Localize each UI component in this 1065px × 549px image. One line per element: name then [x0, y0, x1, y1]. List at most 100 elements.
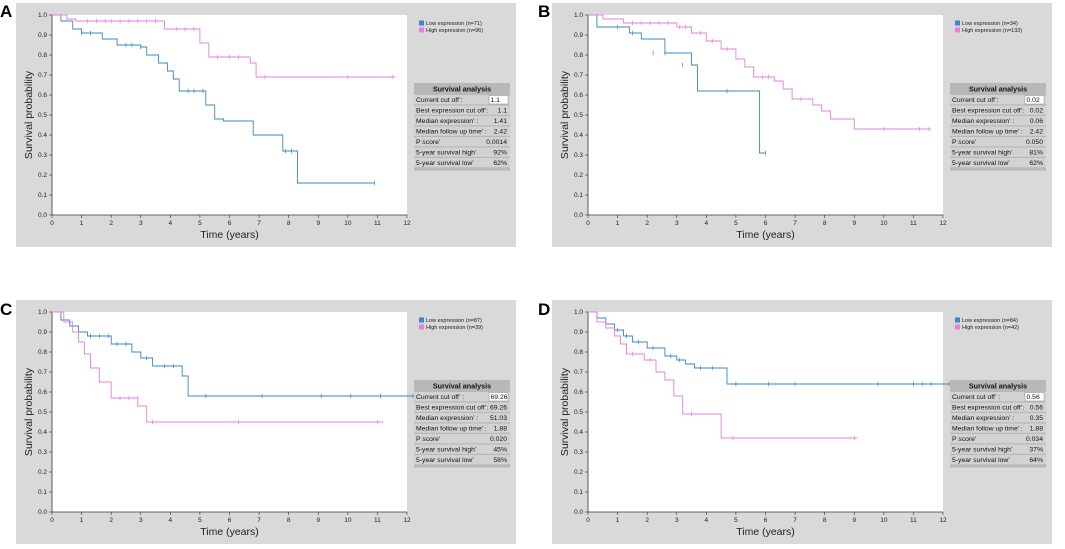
- x-tick-label: 12: [403, 220, 411, 227]
- stat-row: [950, 105, 1046, 115]
- cut-off-input[interactable]: [1024, 95, 1045, 105]
- x-tick-label: 4: [169, 517, 173, 524]
- stat-row: [414, 126, 510, 136]
- stat-value: 0.56: [1030, 405, 1043, 412]
- stat-value: 92%: [493, 150, 507, 157]
- y-tick-label: 0.8: [38, 349, 47, 356]
- y-tick-label: 0.7: [574, 72, 583, 79]
- stat-row: [414, 158, 510, 168]
- legend-label: Low expression (n=71): [426, 21, 482, 27]
- panel-label-b: B: [538, 2, 551, 21]
- x-tick-label: 4: [705, 517, 709, 524]
- cut-off-input[interactable]: [488, 95, 509, 105]
- cut-off-value: 0.02: [1027, 97, 1040, 104]
- stat-label: Median expression’ :: [416, 118, 478, 125]
- x-tick-label: 9: [316, 517, 320, 524]
- x-tick-label: 5: [198, 517, 202, 524]
- x-tick-label: 11: [374, 220, 381, 227]
- x-tick-label: 6: [764, 220, 768, 227]
- legend-swatch: [955, 27, 960, 33]
- y-tick-label: 0.6: [38, 389, 47, 396]
- y-tick-label: 0.4: [574, 132, 583, 139]
- stat-row: [950, 158, 1046, 168]
- stat-row: [414, 434, 510, 444]
- y-tick-label: 0.3: [38, 152, 47, 159]
- legend-swatch: [419, 27, 424, 33]
- x-axis-label: Time (years): [736, 526, 795, 538]
- stat-value: 37%: [1029, 447, 1043, 454]
- y-tick-label: 0.0: [574, 212, 583, 219]
- high-expression-curve: [52, 14, 396, 78]
- legend-label: High expression (n=42): [962, 325, 1019, 331]
- y-tick-label: 0.4: [38, 132, 47, 139]
- stat-label: P score’: [416, 436, 441, 443]
- legend-label: High expression (n=96): [426, 28, 483, 34]
- y-tick-label: 0.8: [574, 349, 583, 356]
- x-tick-label: 1: [80, 517, 84, 524]
- stat-value: 0.050: [1026, 139, 1043, 146]
- x-tick-label: 10: [344, 517, 352, 524]
- km-panel-d: 0.0 0.1 0.2 0.3 0.4 0.5 0.6 0.7 0.8 0.9 1.0 0 1 2 3 4 5 6…: [552, 300, 1052, 544]
- y-tick-label: 0.7: [38, 369, 47, 376]
- stat-row: [950, 444, 1046, 454]
- x-tick-label: 8: [823, 517, 827, 524]
- x-tick-label: 2: [109, 517, 113, 524]
- x-tick-label: 10: [344, 220, 352, 227]
- stat-label: 5-year survival high’: [952, 447, 1013, 454]
- km-chart-c: 0.00.10.20.30.40.50.60.70.80.91.00 1 2 3 4 5 6…: [23, 309, 510, 538]
- y-tick-label: 0.6: [574, 389, 583, 396]
- survival-analysis-title: Survival analysis: [433, 382, 491, 391]
- x-tick-label: 1: [616, 220, 620, 227]
- x-tick-label: 11: [910, 220, 917, 227]
- stat-label: Best expression cut off’:: [952, 405, 1024, 412]
- x-tick-label: 3: [675, 220, 679, 227]
- stat-value: 1.88: [1030, 426, 1043, 433]
- x-tick-label: 8: [287, 517, 291, 524]
- stat-label: 5-year survival low’: [952, 160, 1010, 167]
- stat-value: 1.1: [498, 108, 508, 115]
- stat-row: [414, 137, 510, 147]
- x-tick-label: 3: [139, 220, 143, 227]
- cut-off-input[interactable]: [1024, 392, 1045, 402]
- stat-row: [950, 423, 1046, 433]
- stat-value: 64%: [1029, 457, 1043, 464]
- stat-value: 81%: [1029, 150, 1043, 157]
- cut-off-input[interactable]: [488, 392, 509, 402]
- stat-label: Median expression’ :: [952, 415, 1014, 422]
- km-chart-d: 0.00.10.20.30.40.50.60.70.80.91.00 1 2 3 4 5 6…: [559, 309, 1046, 538]
- stat-row: [950, 116, 1046, 126]
- x-tick-label: 9: [316, 220, 320, 227]
- y-tick-label: 0.0: [38, 212, 47, 219]
- y-tick-label: 1.0: [38, 12, 47, 19]
- y-tick-label: 0.1: [574, 489, 583, 496]
- cut-off-value: 0.56: [1027, 394, 1040, 401]
- stat-label: Current cut off’ :: [952, 394, 1000, 401]
- x-tick-label: 12: [939, 517, 947, 524]
- stat-value: 0.0014: [486, 139, 507, 146]
- legend-swatch: [955, 317, 960, 323]
- km-chart-b: 0.00.10.20.30.40.50.60.70.80.91.00 1 2 3 4 5 6…: [559, 12, 1046, 241]
- cut-off-value: 69.26: [491, 394, 508, 401]
- y-tick-label: 0.6: [38, 92, 47, 99]
- legend-label: Low expression (n=34): [962, 21, 1018, 27]
- x-tick-label: 7: [793, 517, 797, 524]
- y-tick-label: 0.2: [574, 172, 583, 179]
- stat-value: 51.03: [490, 415, 507, 422]
- x-tick-label: 2: [109, 220, 113, 227]
- y-tick-label: 0.4: [574, 429, 583, 436]
- stat-value: 2.42: [1030, 129, 1043, 136]
- stat-row: [414, 116, 510, 126]
- stat-label: Median expression’ :: [952, 118, 1014, 125]
- x-tick-label: 11: [910, 517, 917, 524]
- y-tick-label: 0.9: [574, 329, 583, 336]
- x-tick-label: 10: [880, 220, 888, 227]
- stat-row: [950, 434, 1046, 444]
- stat-label: 5-year survival high’: [952, 150, 1013, 157]
- stat-row: [414, 147, 510, 157]
- x-tick-label: 0: [586, 517, 590, 524]
- x-tick-label: 9: [852, 220, 856, 227]
- y-tick-label: 0.8: [38, 52, 47, 59]
- y-tick-label: 0.3: [38, 449, 47, 456]
- y-tick-label: 0.7: [38, 72, 47, 79]
- stat-label: P score’: [952, 139, 977, 146]
